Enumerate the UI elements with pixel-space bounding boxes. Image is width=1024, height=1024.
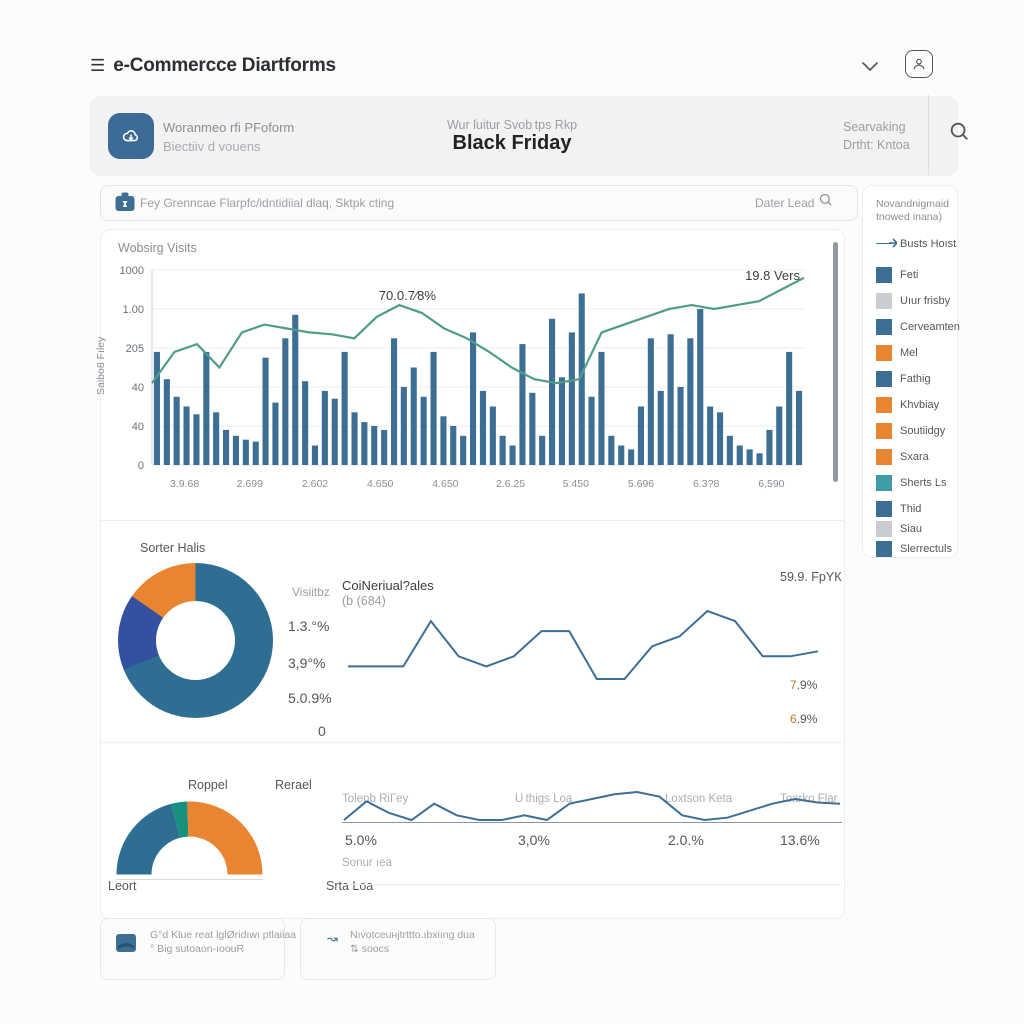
svg-text:2.699: 2.699: [237, 478, 263, 490]
svg-text:5.696: 5.696: [628, 478, 654, 490]
svg-text:4.650: 4.650: [367, 478, 393, 490]
svg-text:6.3?8: 6.3?8: [693, 478, 719, 490]
svg-text:2.602: 2.602: [302, 478, 328, 490]
svg-text:2.6.25: 2.6.25: [496, 478, 525, 490]
svg-text:6,590: 6,590: [758, 478, 784, 490]
svg-text:5.450: 5.450: [563, 478, 589, 490]
svg-text:3.9.68: 3.9.68: [170, 478, 199, 490]
svg-text:205: 205: [126, 343, 144, 355]
svg-text:0: 0: [138, 460, 144, 472]
svg-text:70.0.7⁄8%: 70.0.7⁄8%: [379, 288, 437, 303]
svg-text:19.8 Vers: 19.8 Vers: [745, 268, 800, 283]
svg-text:4.650: 4.650: [432, 478, 458, 490]
svg-text:40: 40: [132, 421, 144, 433]
svg-text:1.00: 1.00: [123, 304, 144, 316]
svg-text:40: 40: [132, 382, 144, 394]
svg-text:1000: 1000: [120, 265, 144, 277]
